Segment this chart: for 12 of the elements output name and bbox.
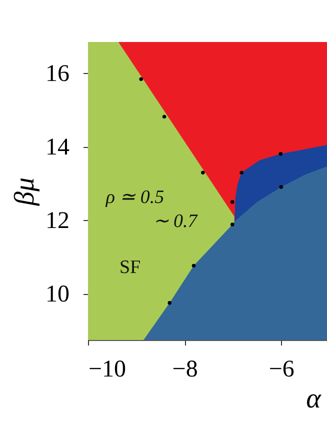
y-axis-title: βμ [10,178,40,206]
y-tick-label: 16 [46,60,70,87]
y-tick-label: 14 [46,134,70,160]
y-tick-label: 12 [46,208,70,234]
x-axis-title: α [306,384,322,414]
annotation: ρ ≃ 0.5 [104,187,164,208]
x-tick-label: −10 [88,356,126,382]
annotation: SF [119,257,141,278]
x-tick-label: −8 [172,356,198,382]
y-tick-label: 10 [46,282,70,308]
annotation: ∼ 0.7 [152,211,199,232]
x-tick-label: −6 [268,356,294,382]
